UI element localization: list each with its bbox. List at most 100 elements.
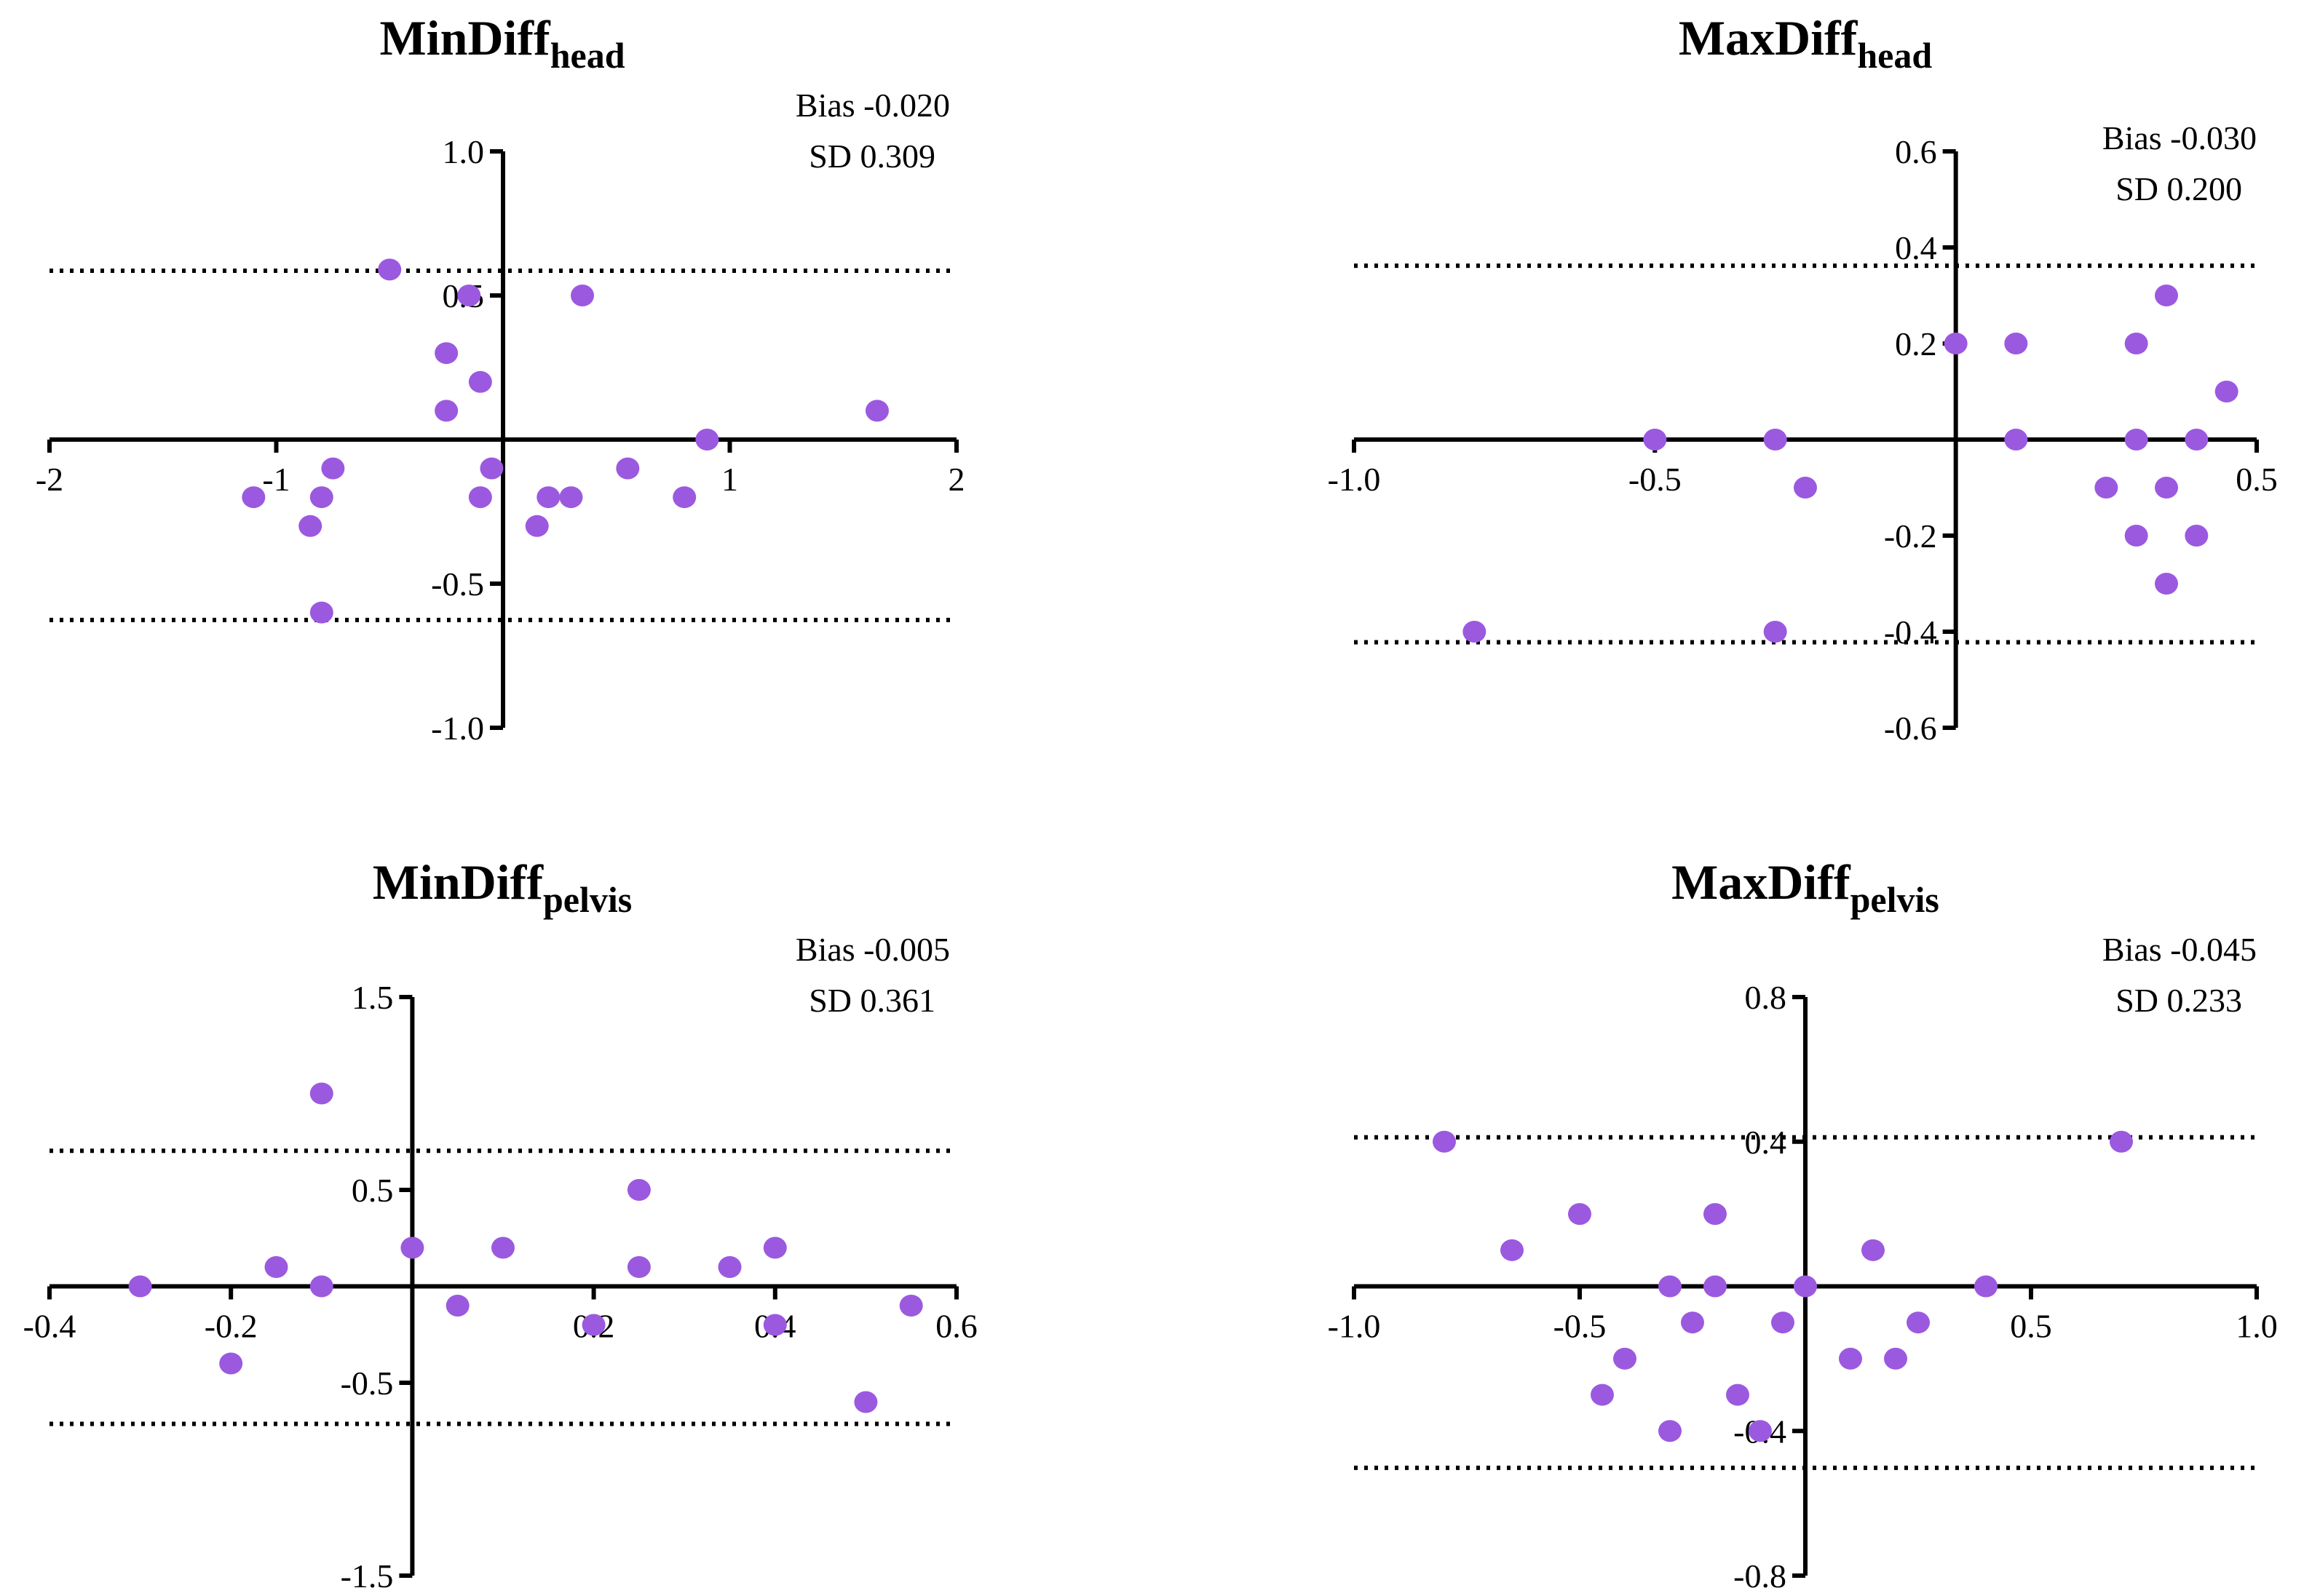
data-point	[865, 400, 889, 422]
data-point	[468, 370, 492, 393]
x-tick-label: 0.5	[2236, 461, 2278, 498]
x-tick-label: 0.6	[935, 1308, 978, 1345]
y-tick-label: 0.5	[352, 1172, 394, 1209]
data-point	[2110, 1130, 2133, 1153]
x-tick-label: 1.0	[2236, 1308, 2278, 1345]
y-tick-label: 0.4	[1895, 229, 1937, 266]
x-tick-label: -1	[262, 461, 290, 498]
data-point	[1907, 1311, 1930, 1334]
data-point	[1681, 1311, 1704, 1334]
data-point	[616, 457, 640, 480]
x-tick-label: 0.5	[2010, 1308, 2052, 1345]
chart-title: MaxDiffhead	[1679, 10, 1932, 76]
bias-label: Bias -0.005	[796, 931, 950, 968]
sd-label: SD 0.200	[2115, 170, 2242, 207]
y-tick-label: -0.5	[431, 565, 484, 603]
y-tick-label: -1.0	[431, 710, 484, 747]
x-tick-label: -1.0	[1328, 461, 1381, 498]
sd-label: SD 0.309	[809, 138, 935, 175]
data-point	[298, 515, 322, 537]
x-tick-label: -0.4	[23, 1308, 76, 1345]
data-point	[309, 1082, 333, 1105]
data-point	[899, 1295, 923, 1317]
data-point	[1839, 1347, 1862, 1370]
data-point	[1643, 429, 1667, 450]
y-tick-label: 1.5	[352, 979, 394, 1016]
data-point	[718, 1256, 742, 1278]
data-point	[1944, 333, 1968, 354]
data-point	[1658, 1420, 1682, 1442]
y-tick-label: 1.0	[443, 133, 485, 170]
y-tick-label: 0.2	[1895, 325, 1937, 362]
y-tick-label: -0.2	[1884, 517, 1937, 555]
data-point	[627, 1179, 651, 1201]
x-tick-label: 1	[721, 461, 738, 498]
y-tick-label: -1.5	[341, 1557, 394, 1595]
data-point	[1771, 1311, 1794, 1334]
data-point	[2124, 333, 2148, 354]
bias-label: Bias -0.045	[2102, 931, 2257, 968]
data-point	[1613, 1347, 1636, 1370]
y-tick-label: -0.5	[341, 1365, 394, 1402]
data-point	[128, 1275, 152, 1298]
data-point	[2155, 477, 2178, 499]
data-point	[673, 486, 697, 509]
data-point	[435, 342, 459, 365]
y-tick-label: 0.4	[1745, 1124, 1787, 1161]
data-point	[400, 1236, 424, 1259]
data-point	[571, 285, 595, 306]
data-point	[695, 429, 719, 450]
data-point	[1658, 1275, 1682, 1298]
data-point	[446, 1295, 470, 1317]
data-point	[1763, 621, 1787, 643]
data-point	[468, 486, 492, 509]
data-point	[1591, 1383, 1614, 1406]
data-point	[1749, 1420, 1772, 1442]
sd-label: SD 0.361	[809, 982, 935, 1019]
data-point	[1433, 1130, 1456, 1153]
x-tick-label: -2	[36, 461, 63, 498]
data-point	[763, 1236, 787, 1259]
panel-mindiff-pelvis: MinDiffpelvis Bias -0.005 SD 0.361 -0.4 -0.2…	[23, 854, 978, 1595]
bias-label: Bias -0.020	[796, 87, 950, 124]
chart-title: MinDiffhead	[380, 10, 625, 76]
data-point	[1726, 1383, 1749, 1406]
data-point	[309, 1275, 333, 1298]
data-point	[2004, 429, 2028, 450]
sd-label: SD 0.233	[2115, 982, 2242, 1019]
data-point	[2185, 429, 2209, 450]
data-point	[854, 1391, 878, 1413]
data-point	[378, 258, 402, 281]
x-tick-label: -0.2	[205, 1308, 258, 1345]
panel-maxdiff-head: MaxDiffhead Bias -0.030 SD 0.200 -1.0 -0.5 0.…	[1328, 10, 2278, 747]
data-point	[1794, 1275, 1817, 1298]
data-point	[1462, 621, 1486, 643]
data-point	[2124, 525, 2148, 547]
data-point	[1500, 1239, 1524, 1261]
y-tick-label: 0.8	[1745, 979, 1787, 1016]
data-point	[309, 601, 333, 624]
y-tick-label: -0.6	[1884, 710, 1937, 747]
x-tick-label: 2	[949, 461, 965, 498]
bias-label: Bias -0.030	[2102, 119, 2257, 156]
data-point	[219, 1352, 243, 1375]
chart-title: MaxDiffpelvis	[1671, 854, 1939, 920]
x-tick-label: -0.5	[1628, 461, 1682, 498]
data-point	[309, 486, 333, 509]
data-point	[1861, 1239, 1885, 1261]
data-point	[491, 1236, 515, 1259]
data-point	[242, 486, 266, 509]
data-point	[321, 457, 345, 480]
data-point	[1974, 1275, 1998, 1298]
y-tick-label: -0.8	[1733, 1557, 1786, 1595]
data-point	[1884, 1347, 1907, 1370]
data-point	[1703, 1203, 1727, 1226]
data-point	[480, 457, 504, 480]
data-point	[559, 486, 583, 509]
data-point	[1794, 477, 1817, 499]
data-point	[1568, 1203, 1591, 1226]
data-point	[582, 1314, 606, 1336]
data-point	[537, 486, 561, 509]
